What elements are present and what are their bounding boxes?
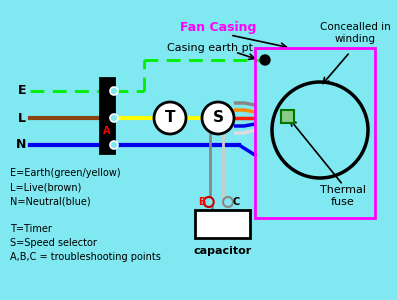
- Circle shape: [202, 102, 234, 134]
- Bar: [281, 110, 294, 123]
- Text: N: N: [15, 139, 26, 152]
- Text: S: S: [212, 110, 224, 125]
- Bar: [255, 48, 375, 218]
- Text: Fan Casing: Fan Casing: [180, 22, 256, 34]
- Bar: [195, 210, 250, 238]
- Circle shape: [110, 114, 118, 122]
- Text: C: C: [232, 197, 240, 207]
- Text: B: B: [198, 197, 205, 207]
- Bar: [100, 78, 114, 153]
- Text: T: T: [165, 110, 175, 125]
- Text: capacitor: capacitor: [193, 246, 252, 256]
- Text: A: A: [103, 127, 111, 136]
- Text: E=Earth(green/yellow)
L=Live(brown)
N=Neutral(blue)

T=Timer
S=Speed selector
A,: E=Earth(green/yellow) L=Live(brown) N=Ne…: [10, 168, 161, 262]
- Circle shape: [110, 141, 118, 149]
- Text: L: L: [18, 112, 26, 124]
- Circle shape: [223, 197, 233, 207]
- Text: E: E: [17, 85, 26, 98]
- Text: Thermal
fuse: Thermal fuse: [320, 185, 366, 207]
- Circle shape: [204, 197, 214, 207]
- Circle shape: [260, 55, 270, 65]
- Circle shape: [154, 102, 186, 134]
- Circle shape: [272, 82, 368, 178]
- Text: Casing earth pt: Casing earth pt: [167, 43, 253, 53]
- Circle shape: [110, 87, 118, 95]
- Text: Concealled in
winding: Concealled in winding: [320, 22, 390, 44]
